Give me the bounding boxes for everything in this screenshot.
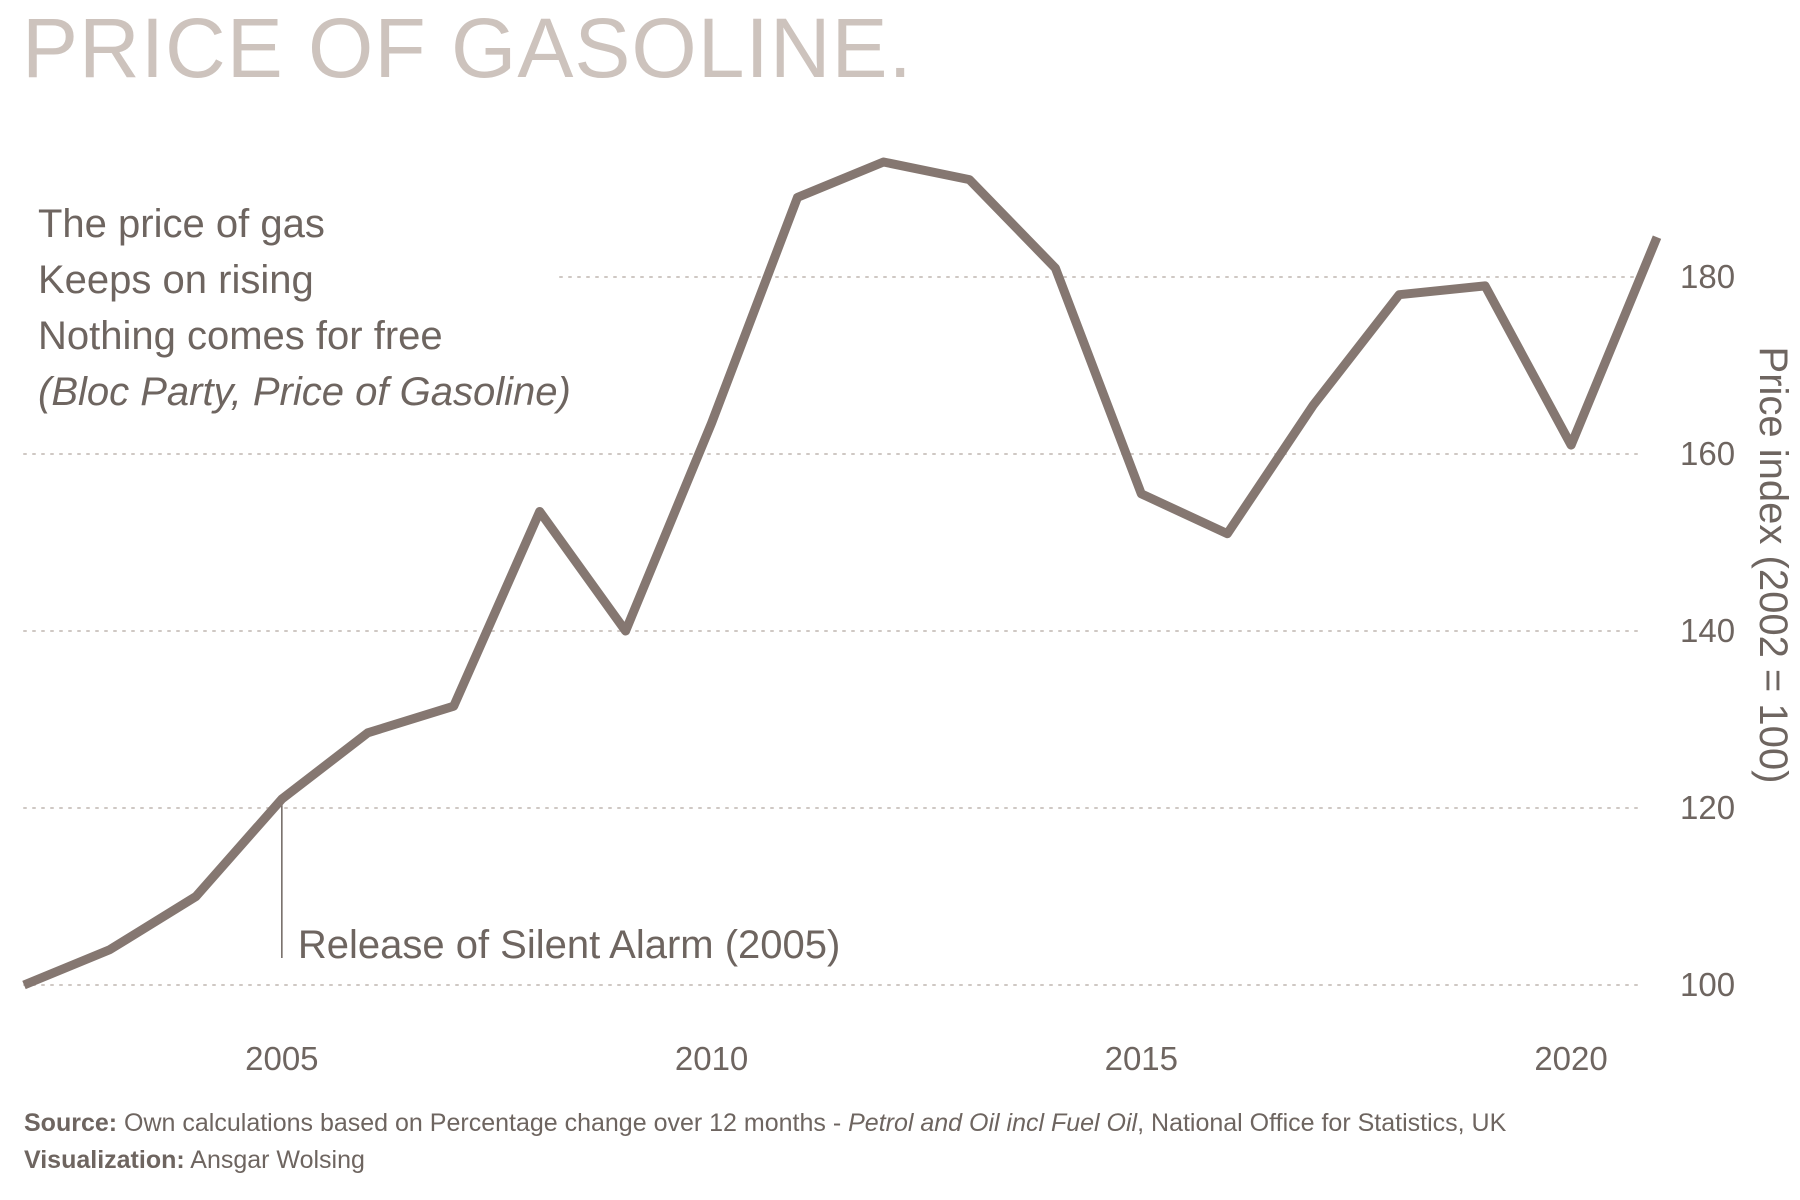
annotations: Release of Silent Alarm (2005) <box>281 799 841 967</box>
lyrics-quote: The price of gas Keeps on rising Nothing… <box>38 196 571 420</box>
chart-title: PRICE OF GASOLINE. <box>22 1 913 95</box>
y-tick-label-180: 180 <box>1680 258 1735 295</box>
series-line <box>22 157 1662 990</box>
source-text-2: , National Office for Statistics, UK <box>1137 1109 1507 1137</box>
footer: Source: Own calculations based on Percen… <box>24 1105 1506 1179</box>
series-layer <box>22 157 1662 990</box>
x-tick-label-2015: 2015 <box>1105 1040 1178 1077</box>
lyrics-citation: (Bloc Party, Price of Gasoline) <box>38 370 571 414</box>
y-tick-label-140: 140 <box>1680 612 1735 649</box>
visualization-text: Ansgar Wolsing <box>190 1146 365 1174</box>
y-axis-ticks: 100 120 140 160 180 <box>1680 258 1735 1003</box>
y-tick-label-160: 160 <box>1680 435 1735 472</box>
y-axis-label: Price index (2002 = 100) <box>1751 347 1795 784</box>
source-text-1: Own calculations based on Percentage cha… <box>124 1109 849 1137</box>
source-text-italic: Petrol and Oil incl Fuel Oil <box>848 1109 1138 1137</box>
x-tick-label-2010: 2010 <box>675 1040 748 1077</box>
x-axis-ticks: 2005 2010 2015 2020 <box>245 1040 1608 1077</box>
lyrics-line-2: Keeps on rising <box>38 258 314 302</box>
visualization-line: Visualization: Ansgar Wolsing <box>24 1142 1506 1179</box>
x-tick-label-2020: 2020 <box>1534 1040 1607 1077</box>
y-tick-label-120: 120 <box>1680 789 1735 826</box>
x-tick-label-2005: 2005 <box>245 1040 318 1077</box>
lyrics-line-3: Nothing comes for free <box>38 314 443 358</box>
y-tick-label-100: 100 <box>1680 966 1735 1003</box>
source-label: Source: <box>24 1109 118 1137</box>
lyrics-line-1: The price of gas <box>38 202 325 246</box>
visualization-label: Visualization: <box>24 1146 185 1174</box>
annotation-label: Release of Silent Alarm (2005) <box>298 923 841 967</box>
gridlines <box>23 276 1641 986</box>
source-line: Source: Own calculations based on Percen… <box>24 1105 1506 1142</box>
